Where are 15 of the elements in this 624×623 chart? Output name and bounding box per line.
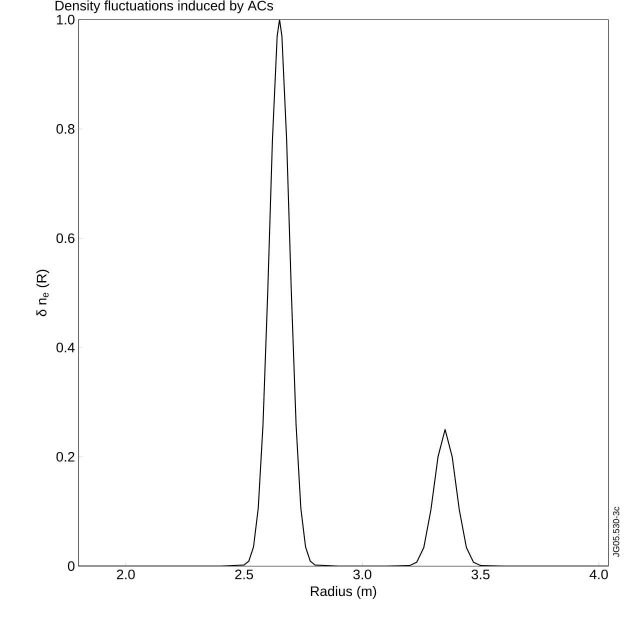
x-tick-label: 2.0 bbox=[116, 570, 135, 580]
x-axis-title: Radius (m) bbox=[310, 586, 376, 599]
x-tick-label: 3.5 bbox=[472, 570, 490, 580]
y-tick-label: 1.0 bbox=[56, 14, 74, 24]
y-tick-label: 0.2 bbox=[56, 452, 74, 462]
y-tick-label: 0 bbox=[68, 561, 74, 571]
x-tick-label: 4.0 bbox=[590, 570, 608, 580]
x-tick-label: 3.0 bbox=[353, 570, 372, 580]
y-tick-label: 0.4 bbox=[56, 342, 75, 352]
y-tick-label: 0.6 bbox=[56, 233, 74, 244]
text: JG05.530-3c bbox=[613, 506, 620, 557]
x-tick-label: 2.5 bbox=[235, 570, 254, 580]
y-tick-label: 0.8 bbox=[56, 124, 74, 134]
chart-title: Density fluctuations induced by ACs bbox=[56, 0, 274, 14]
y-axis-title: δ n$_{e}$ (R) bbox=[36, 270, 50, 316]
